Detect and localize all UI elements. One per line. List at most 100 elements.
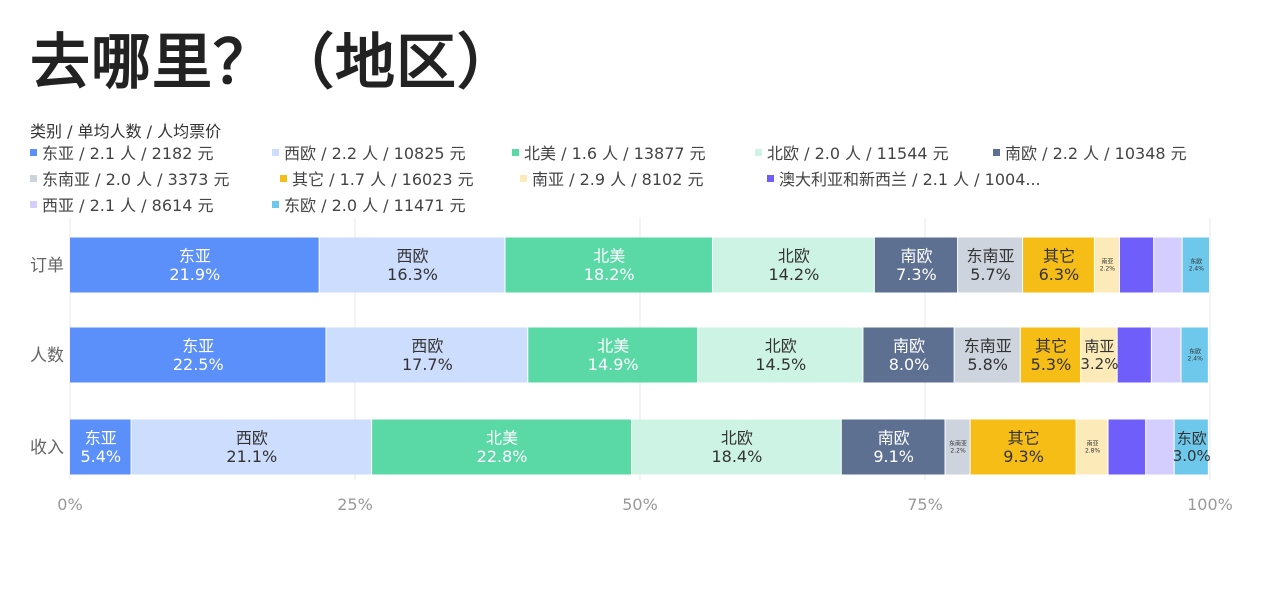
data-label: 东南亚 5.8% — [964, 336, 1012, 373]
data-label: 西欧 16.3% — [387, 246, 438, 283]
data-label: 其它 5.3% — [1031, 336, 1072, 373]
legend-item[interactable]: 东亚 / 2.1 人 / 2182 元 — [30, 140, 213, 164]
data-label: 北欧 14.2% — [768, 246, 819, 283]
bar-segment — [505, 237, 712, 293]
data-label: 东亚 22.5% — [173, 336, 224, 373]
legend-swatch — [30, 174, 37, 182]
bar-segment — [70, 237, 319, 293]
bar-segment — [528, 327, 698, 383]
data-label: 西欧 17.7% — [402, 336, 453, 373]
bar-segment — [1023, 237, 1094, 293]
y-category-label: 人数 — [30, 346, 64, 366]
bar-segment — [1151, 327, 1181, 383]
x-tick-label: 25% — [337, 495, 373, 514]
x-tick-label: 50% — [622, 495, 658, 514]
legend-item[interactable]: 南亚 / 2.9 人 / 8102 元 — [520, 166, 703, 190]
legend-row: 西亚 / 2.1 人 / 8614 元 东欧 / 2.0 人 / 11471 元 — [30, 192, 1250, 218]
data-label: 南亚 3.2% — [1080, 338, 1118, 373]
legend-item[interactable]: 北欧 / 2.0 人 / 11544 元 — [755, 140, 949, 164]
legend-swatch — [767, 174, 774, 182]
bar-segment — [698, 327, 863, 383]
page-title: 去哪里？（地区） — [30, 28, 518, 98]
data-label: 东欧 2.4% — [1188, 348, 1204, 363]
bar-segment — [1094, 237, 1119, 293]
bar-segment — [319, 237, 505, 293]
data-label: 东欧 3.0% — [1173, 430, 1211, 465]
bar-segment — [1119, 237, 1154, 293]
bar-segment — [712, 237, 874, 293]
data-label: 北美 22.8% — [477, 428, 528, 465]
legend-item[interactable]: 澳大利亚和新西兰 / 2.1 人 / 1004... — [767, 166, 1041, 190]
data-label: 北美 14.9% — [588, 336, 639, 373]
bar-segment — [1117, 327, 1151, 383]
data-label: 南欧 7.3% — [896, 246, 937, 283]
bar-segment — [1108, 419, 1146, 475]
bar-segment — [372, 419, 632, 475]
data-label: 东南亚 5.7% — [967, 246, 1015, 283]
x-tick-label: 0% — [57, 495, 82, 514]
bar-segment — [1081, 327, 1117, 383]
bar-segment — [632, 419, 841, 475]
legend-swatch — [280, 174, 287, 182]
x-tick-label: 75% — [907, 495, 943, 514]
bar-segment — [1020, 327, 1081, 383]
data-label: 南欧 8.0% — [889, 336, 930, 373]
data-label: 东亚 21.9% — [169, 246, 220, 283]
bar-segment — [131, 419, 372, 475]
legend-label: 澳大利亚和新西兰 / 2.1 人 / 1004... — [779, 170, 1041, 189]
x-tick-label: 100% — [1187, 495, 1233, 514]
legend-item[interactable]: 南欧 / 2.2 人 / 10348 元 — [993, 140, 1187, 164]
legend-swatch — [30, 200, 37, 208]
bar-segment — [70, 419, 131, 475]
legend-item[interactable]: 西欧 / 2.2 人 / 10825 元 — [272, 140, 466, 164]
legend-item[interactable]: 其它 / 1.7 人 / 16023 元 — [280, 166, 474, 190]
bar-segment — [841, 419, 945, 475]
legend-label: 西亚 / 2.1 人 / 8614 元 — [42, 196, 214, 215]
chart-legend: 东亚 / 2.1 人 / 2182 元 西欧 / 2.2 人 / 10825 元 北… — [30, 140, 1250, 218]
bar-segment — [1146, 419, 1174, 475]
data-label: 西欧 21.1% — [226, 428, 277, 465]
data-label: 北美 18.2% — [584, 246, 635, 283]
data-label: 东欧 2.4% — [1189, 258, 1205, 273]
legend-swatch — [993, 148, 1000, 156]
y-category-label: 订单 — [30, 256, 64, 276]
legend-swatch — [272, 200, 279, 208]
legend-item[interactable]: 东欧 / 2.0 人 / 11471 元 — [272, 192, 466, 216]
legend-label: 东欧 / 2.0 人 / 11471 元 — [284, 196, 466, 215]
legend-label: 南亚 / 2.9 人 / 8102 元 — [532, 170, 704, 189]
legend-item[interactable]: 北美 / 1.6 人 / 13877 元 — [512, 140, 706, 164]
bar-segment — [1182, 237, 1209, 293]
data-label: 南欧 9.1% — [873, 428, 914, 465]
bar-segment — [970, 419, 1076, 475]
bar-segment — [1181, 327, 1208, 383]
legend-row: 东南亚 / 2.0 人 / 3373 元 其它 / 1.7 人 / 16023 元… — [30, 166, 1250, 192]
data-label: 南亚 2.2% — [1100, 258, 1116, 273]
data-label: 东南亚 2.2% — [949, 440, 967, 455]
legend-swatch — [755, 148, 762, 156]
legend-swatch — [520, 174, 527, 182]
bar-segment — [326, 327, 528, 383]
data-label: 其它 6.3% — [1039, 246, 1080, 283]
bar-segment — [863, 327, 954, 383]
data-label: 南亚 2.8% — [1085, 440, 1101, 455]
legend-swatch — [30, 148, 37, 156]
data-label: 北欧 18.4% — [711, 428, 762, 465]
legend-swatch — [512, 148, 519, 156]
bar-segment — [1076, 419, 1108, 475]
legend-item[interactable]: 西亚 / 2.1 人 / 8614 元 — [30, 192, 213, 216]
bar-segment — [874, 237, 958, 293]
bar-segment — [958, 237, 1023, 293]
legend-label: 西欧 / 2.2 人 / 10825 元 — [284, 144, 466, 163]
legend-label: 东亚 / 2.1 人 / 2182 元 — [42, 144, 214, 163]
legend-swatch — [272, 148, 279, 156]
legend-label: 东南亚 / 2.0 人 / 3373 元 — [42, 170, 230, 189]
bar-segment — [954, 327, 1020, 383]
legend-label: 南欧 / 2.2 人 / 10348 元 — [1005, 144, 1187, 163]
legend-label: 其它 / 1.7 人 / 16023 元 — [292, 170, 474, 189]
legend-item[interactable]: 东南亚 / 2.0 人 / 3373 元 — [30, 166, 229, 190]
data-label: 东亚 5.4% — [80, 428, 121, 465]
legend-label: 北欧 / 2.0 人 / 11544 元 — [767, 144, 949, 163]
bar-segment — [1174, 419, 1208, 475]
bar-segment — [1154, 237, 1182, 293]
legend-title: 类别 / 单均人数 / 人均票价 — [30, 122, 222, 141]
